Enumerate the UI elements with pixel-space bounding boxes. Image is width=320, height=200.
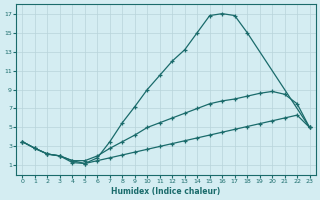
X-axis label: Humidex (Indice chaleur): Humidex (Indice chaleur) [111, 187, 221, 196]
